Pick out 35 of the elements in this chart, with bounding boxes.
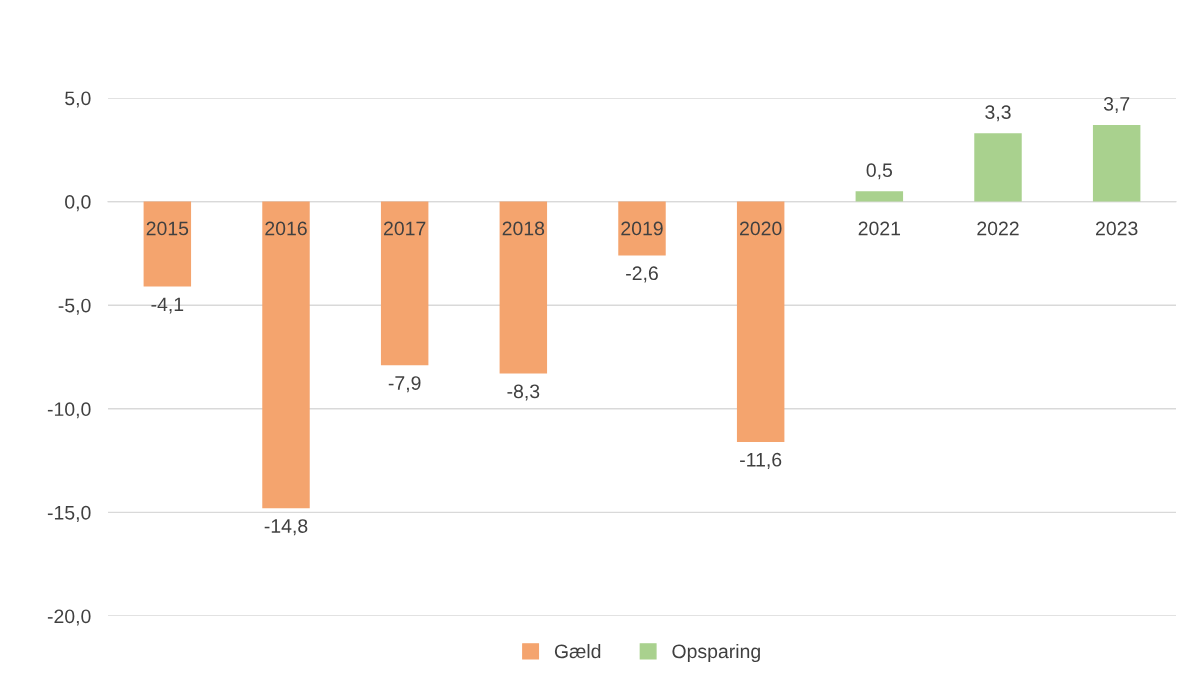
bar (499, 201, 548, 374)
data-label: 0,5 (866, 163, 893, 180)
data-label: -11,6 (740, 452, 782, 469)
bar (974, 133, 1022, 202)
data-label: -8,3 (507, 384, 540, 401)
x-tick-label: 2022 (977, 221, 1019, 236)
bar (380, 201, 429, 366)
data-label: -2,6 (626, 266, 658, 283)
bar (618, 201, 666, 256)
data-label: -14,8 (264, 519, 308, 536)
x-tick-label: 2016 (265, 221, 307, 236)
y-tick-label: -5,0 (58, 298, 91, 315)
data-label: -7,9 (388, 376, 421, 393)
bar (262, 201, 310, 509)
bar (1092, 124, 1141, 202)
bar (143, 201, 192, 287)
legend-label: Gæld (554, 643, 601, 659)
y-tick-label: 0,0 (65, 195, 91, 212)
y-tick-label: 5,0 (65, 91, 91, 108)
x-tick-label: 2019 (621, 221, 663, 236)
data-label: 3,3 (985, 105, 1011, 122)
bar (855, 191, 904, 202)
x-tick-label: 2018 (502, 221, 545, 236)
x-tick-label: 2015 (146, 221, 189, 236)
x-tick-label: 2021 (858, 221, 901, 236)
bar (736, 201, 785, 442)
x-tick-label: 2023 (1096, 221, 1138, 236)
data-label: -4,1 (151, 297, 184, 314)
legend-label: Opsparing (672, 643, 760, 663)
x-tick-label: 2020 (740, 221, 782, 236)
y-tick-label: -10,0 (47, 402, 91, 419)
y-tick-label: -15,0 (47, 505, 91, 522)
y-tick-label: -20,0 (47, 609, 91, 626)
data-label: 3,7 (1103, 96, 1130, 114)
x-tick-label: 2017 (384, 221, 426, 236)
